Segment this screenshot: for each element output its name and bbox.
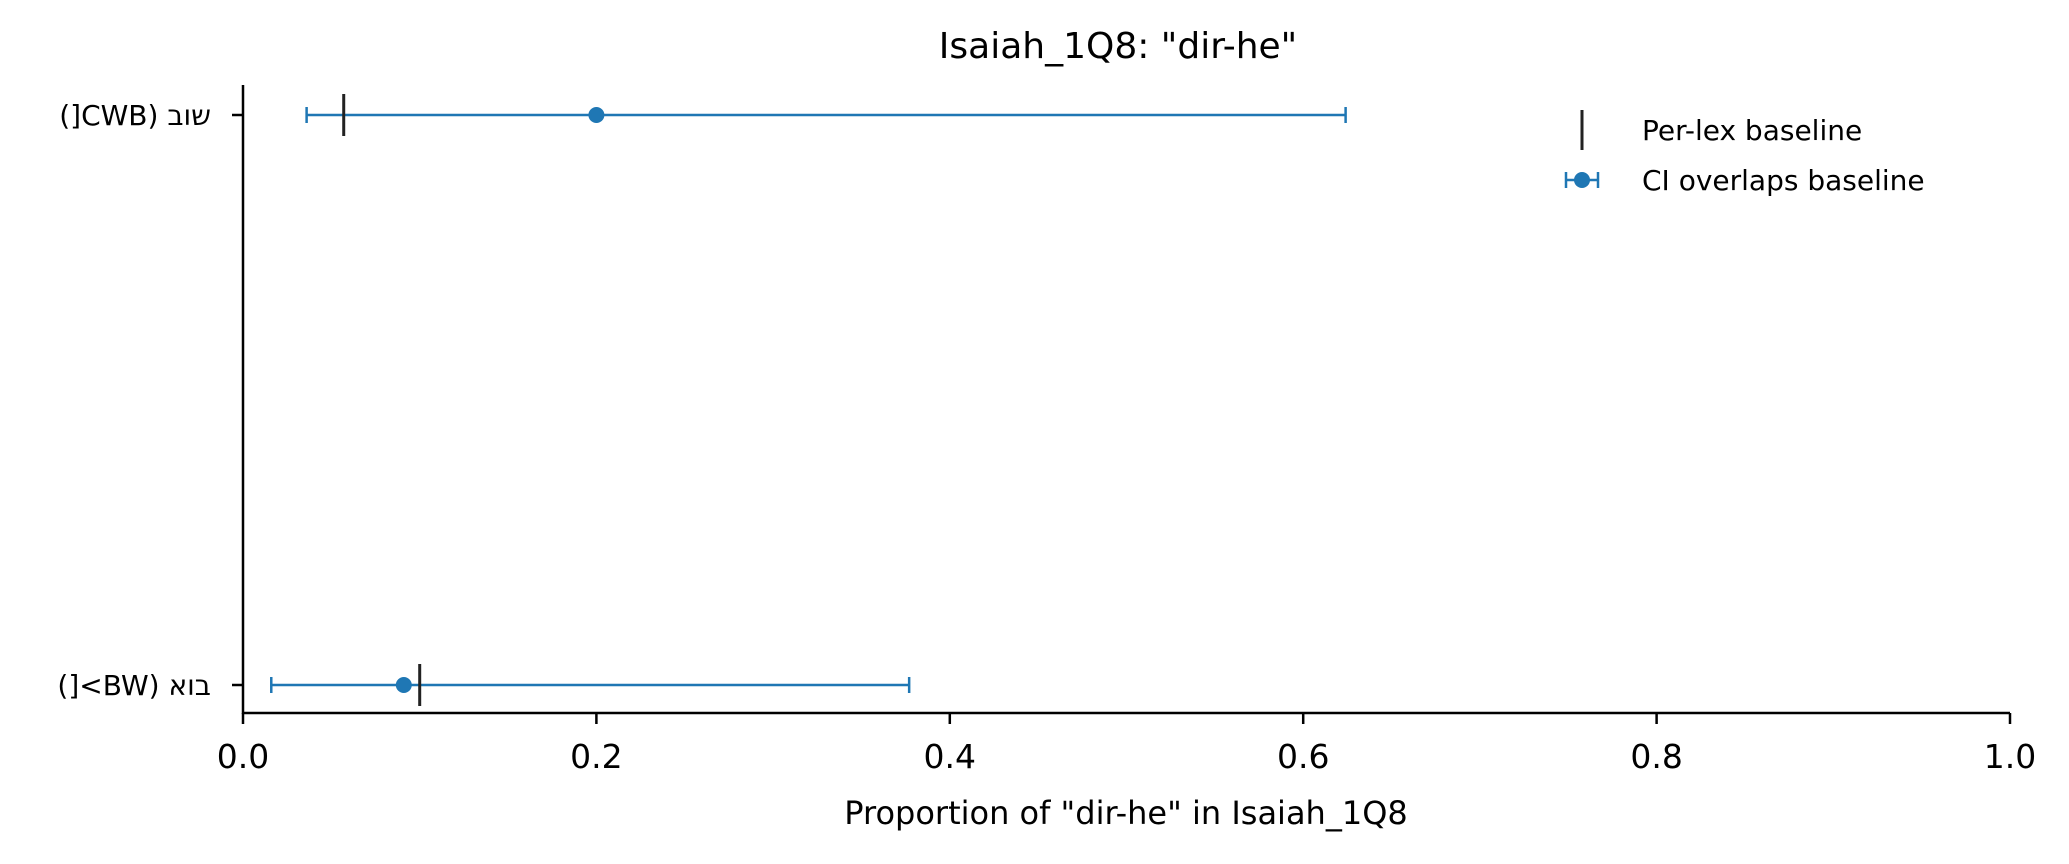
legend-ci-label: CI overlaps baseline: [1642, 164, 1925, 197]
x-tick-label: 0.4: [924, 737, 976, 776]
legend-baseline-label: Per-lex baseline: [1642, 114, 1862, 147]
y-tick-label: שוב (CWB[): [59, 99, 211, 132]
x-tick-label: 0.2: [570, 737, 622, 776]
y-axis-ticks: שוב (CWB[) בוא (BW>[): [57, 99, 243, 702]
x-tick-label: 0.0: [217, 737, 269, 776]
point-marker: [588, 107, 605, 123]
y-tick-label: בוא (BW>[): [57, 669, 211, 702]
x-axis-label: Proportion of "dir-he" in Isaiah_1Q8: [844, 794, 1407, 832]
plot-area: [270, 94, 1347, 706]
x-tick-label: 0.6: [1277, 737, 1329, 776]
x-tick-label: 0.8: [1630, 737, 1682, 776]
legend: Per-lex baseline CI overlaps baseline: [1564, 110, 1925, 197]
x-tick-label: 1.0: [1984, 737, 2036, 776]
chart-title: Isaiah_1Q8: "dir-he": [939, 26, 1297, 67]
x-axis-ticks: 0.0 0.2 0.4 0.6 0.8 1.0: [217, 713, 2036, 776]
legend-point-marker: [1574, 172, 1590, 188]
point-marker: [395, 677, 412, 693]
